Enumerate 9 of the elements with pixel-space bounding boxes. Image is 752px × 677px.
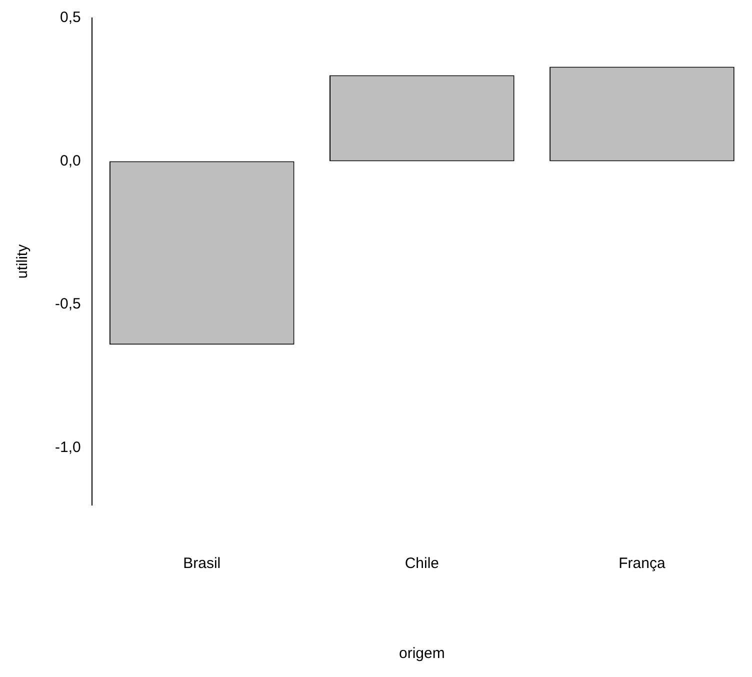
y-axis-title: utility — [14, 244, 32, 279]
x-tick-label: França — [618, 555, 666, 572]
x-axis-title: origem — [398, 645, 445, 662]
x-tick-label: Chile — [404, 555, 440, 572]
y-tick-label: -0,5 — [54, 296, 81, 313]
y-tick-label: 0,5 — [60, 9, 81, 26]
y-tick-label: -1,0 — [54, 438, 81, 456]
x-tick-label: Brasil — [183, 555, 221, 572]
y-tick-label: 0,0 — [60, 152, 81, 170]
